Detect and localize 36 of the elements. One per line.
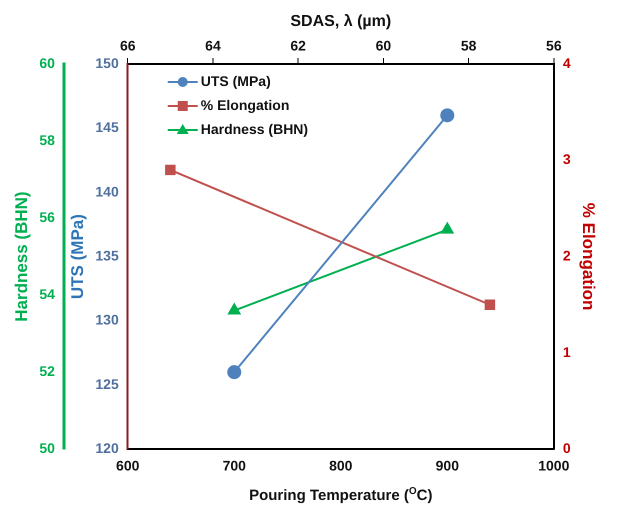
legend-label: Hardness (BHN)	[200, 120, 308, 137]
y-tick-label: 145	[95, 119, 119, 136]
x2-tick-label: 66	[120, 37, 136, 54]
x-tick-label: 700	[222, 457, 246, 474]
y-tick-label: 120	[95, 440, 119, 456]
x-tick-label: 900	[436, 457, 460, 474]
y2-tick-label: 4	[562, 54, 571, 71]
y2-tick-label: 2	[562, 247, 571, 264]
y2-axis-title: % Elongation	[579, 202, 598, 310]
y-tick-label: 135	[95, 247, 119, 264]
y-tick-label: 130	[95, 312, 119, 328]
y3-axis-title: Hardness (BHN)	[12, 191, 31, 322]
x-tick-label: 800	[329, 457, 353, 474]
legend-label: UTS (MPa)	[200, 72, 271, 89]
x-tick-label: 1000	[538, 457, 570, 474]
legend-label: % Elongation	[200, 96, 290, 113]
y3-tick-label: 60	[39, 54, 56, 71]
y3-tick-label: 58	[39, 132, 56, 148]
y2-tick-label: 3	[562, 151, 571, 168]
x2-tick-label: 64	[205, 37, 221, 54]
x2-axis-title: SDAS, λ (µm)	[290, 13, 392, 30]
x-tick-label: 600	[116, 457, 140, 474]
x2-tick-label: 62	[290, 37, 306, 54]
y3-tick-label: 54	[39, 286, 56, 302]
y3-tick-label: 50	[39, 440, 56, 456]
y-axis-title: UTS (MPa)	[68, 214, 87, 300]
y-tick-label: 125	[95, 376, 119, 392]
y2-tick-label: 0	[562, 440, 571, 456]
y2-tick-label: 1	[562, 344, 571, 360]
y-tick-label: 140	[95, 183, 119, 200]
x2-tick-label: 56	[546, 37, 562, 54]
y-tick-label: 150	[95, 54, 119, 71]
x2-tick-label: 58	[460, 37, 477, 54]
y3-tick-label: 52	[39, 363, 56, 380]
x2-tick-label: 60	[376, 37, 392, 54]
y3-tick-label: 56	[39, 208, 56, 225]
